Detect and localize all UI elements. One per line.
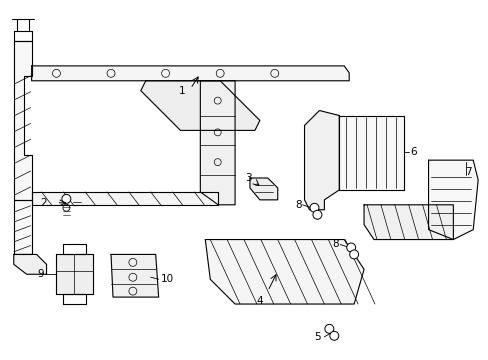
Text: 4: 4 <box>256 296 263 306</box>
Text: 3: 3 <box>244 173 251 183</box>
Text: 9: 9 <box>37 269 43 279</box>
Polygon shape <box>111 255 158 297</box>
Text: 5: 5 <box>313 332 320 342</box>
Circle shape <box>324 324 333 333</box>
Polygon shape <box>364 205 452 239</box>
Circle shape <box>62 194 71 203</box>
Text: 6: 6 <box>410 147 416 157</box>
Polygon shape <box>205 239 364 304</box>
Polygon shape <box>14 41 32 200</box>
Polygon shape <box>304 111 339 210</box>
Polygon shape <box>32 192 218 205</box>
Text: 2: 2 <box>40 198 47 208</box>
Polygon shape <box>249 178 277 200</box>
Text: 10: 10 <box>161 274 173 284</box>
Text: 8: 8 <box>294 200 301 210</box>
Circle shape <box>349 250 358 259</box>
Polygon shape <box>56 255 93 294</box>
Polygon shape <box>141 81 259 130</box>
Polygon shape <box>14 255 46 274</box>
Circle shape <box>309 203 318 212</box>
Circle shape <box>346 243 355 252</box>
Polygon shape <box>427 160 477 239</box>
Text: 8: 8 <box>332 239 339 249</box>
Circle shape <box>312 210 321 219</box>
Text: 1: 1 <box>179 86 185 96</box>
Polygon shape <box>200 81 235 205</box>
Circle shape <box>329 331 338 340</box>
Polygon shape <box>32 66 348 81</box>
Polygon shape <box>339 116 403 190</box>
Polygon shape <box>14 200 32 255</box>
Text: 7: 7 <box>464 167 470 177</box>
